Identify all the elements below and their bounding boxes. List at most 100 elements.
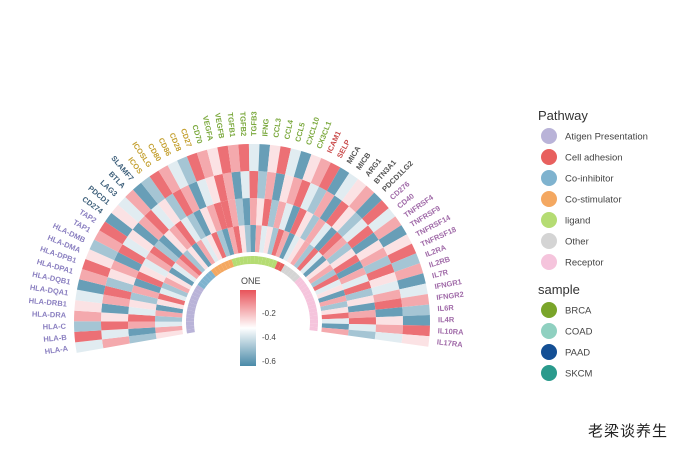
heatmap-cell-paad (374, 331, 403, 344)
pathway-ring-segment (286, 268, 295, 278)
heatmap-cell-brca (321, 306, 349, 316)
pathway-ring-segment (188, 298, 198, 305)
gene-label: IFNGR1 (434, 277, 463, 291)
legend-swatch (541, 344, 557, 360)
heatmap-cell-paad (213, 173, 228, 203)
heatmap-cell-coad (158, 234, 183, 259)
heatmap-cell-skcm (293, 150, 312, 180)
heatmap-cell-coad (322, 237, 348, 260)
heatmap-cell-paad (231, 171, 243, 200)
heatmap-cell-skcm (401, 293, 430, 308)
heatmap-cell-coad (341, 274, 370, 290)
pathway-ring-segment (305, 296, 315, 303)
heatmap-cell-skcm (75, 339, 104, 353)
heatmap-cell-brca (196, 239, 216, 265)
heatmap-cell-coad (273, 201, 287, 229)
legend: Pathway Atigen Presentation Cell adhesion… (538, 108, 648, 381)
pathway-ring-segment (277, 262, 285, 272)
heatmap-cell-skcm (399, 283, 428, 299)
colorbar-tick: -0.4 (262, 333, 276, 342)
heatmap-cell-brca (303, 255, 327, 278)
heatmap-cell-skcm (105, 212, 133, 237)
heatmap-cell-coad (163, 229, 188, 254)
heatmap-cell-brca (154, 321, 183, 328)
heatmap-cell-brca (259, 225, 268, 253)
heatmap-cell-coad (318, 231, 343, 256)
pathway-ring-segment (296, 279, 306, 288)
legend-swatch (541, 149, 557, 165)
pathway-ring-segment (190, 295, 200, 302)
pathway-ring-segment (186, 328, 195, 334)
pathway-ring-segment (289, 271, 298, 280)
heatmap-cell-coad (249, 197, 258, 226)
heatmap-cell-brca (163, 277, 190, 294)
heatmap-cell-coad (314, 226, 338, 252)
heatmap-cell-skcm (285, 148, 302, 177)
heatmap-cell-skcm (238, 144, 250, 172)
heatmap-cell-coad (256, 198, 265, 226)
heatmap-cell-skcm (276, 146, 291, 175)
pathway-ring-segment (298, 282, 308, 291)
heatmap-cell-skcm (227, 144, 241, 173)
heatmap-cell-paad (331, 206, 356, 232)
heatmap-cell-brca (321, 323, 349, 330)
legend-title-sample: sample (538, 282, 580, 297)
legend-label: Co-stimulator (565, 195, 622, 206)
legend-label: Other (565, 237, 589, 248)
legend-swatch (541, 302, 557, 318)
heatmap-cell-paad (375, 324, 403, 335)
pathway-ring-segment (291, 274, 301, 283)
heatmap-cell-coad (180, 216, 201, 243)
heatmap-cell-brca (155, 325, 183, 334)
heatmap-cell-brca (320, 301, 348, 311)
pathway-ring-segment (207, 270, 216, 279)
heatmap-cell-brca (182, 249, 206, 273)
heatmap-cell-coad (261, 198, 272, 227)
heatmap-cell-paad (319, 195, 342, 223)
pathway-ring-segment (309, 323, 318, 328)
heatmap-cell-coad (136, 271, 164, 288)
heatmap-cell-paad (286, 176, 303, 206)
gene-label: IL6R (437, 303, 454, 313)
heatmap-cell-coad (343, 280, 372, 296)
heatmap-cell-coad (227, 199, 239, 227)
heatmap-cell-skcm (79, 269, 108, 286)
heatmap-cell-coad (220, 200, 234, 229)
heatmap-cell-paad (374, 298, 403, 310)
colorbar-tick: -0.2 (262, 309, 276, 318)
legend-swatch (541, 365, 557, 381)
heatmap-cell-paad (279, 174, 294, 203)
pathway-ring-segment (227, 259, 235, 269)
pathway-ring (186, 256, 319, 334)
legend-swatch (541, 212, 557, 228)
heatmap-cell-brca (318, 289, 346, 303)
heatmap-cell-paad (359, 247, 388, 268)
heatmap-cell-coad (242, 198, 251, 226)
pathway-ring-segment (186, 321, 195, 326)
heatmap-cell-brca (155, 315, 183, 322)
legend-label: COAD (565, 327, 593, 338)
heatmap-cell-paad (105, 277, 134, 293)
heatmap-cell-skcm (141, 176, 166, 204)
pathway-ring-segment (210, 268, 219, 277)
heatmap-cell-skcm (177, 156, 197, 186)
heatmap-cell-paad (127, 229, 155, 252)
pathway-ring-segment (214, 265, 222, 275)
heatmap-cell-paad (375, 316, 403, 326)
heatmap-cell-coad (154, 240, 180, 263)
heatmap-cell-skcm (402, 325, 430, 337)
heatmap-cell-brca (296, 247, 319, 272)
pathway-ring-segment (246, 256, 251, 265)
pathway-ring-segment (186, 317, 195, 322)
heatmap-cell-skcm (74, 310, 102, 322)
pathway-ring-segment (300, 286, 310, 294)
heatmap-cell-skcm (206, 147, 223, 176)
heatmap-cell-brca (179, 253, 203, 276)
heatmap-cell-skcm (74, 330, 102, 343)
heatmap-cell-paad (249, 171, 259, 199)
legend-label: SKCM (565, 369, 593, 380)
pathway-ring-segment (309, 315, 318, 320)
gene-label: IFNGR2 (436, 290, 464, 302)
pathway-ring-segment (239, 256, 245, 266)
pathway-ring-segment (271, 259, 278, 269)
